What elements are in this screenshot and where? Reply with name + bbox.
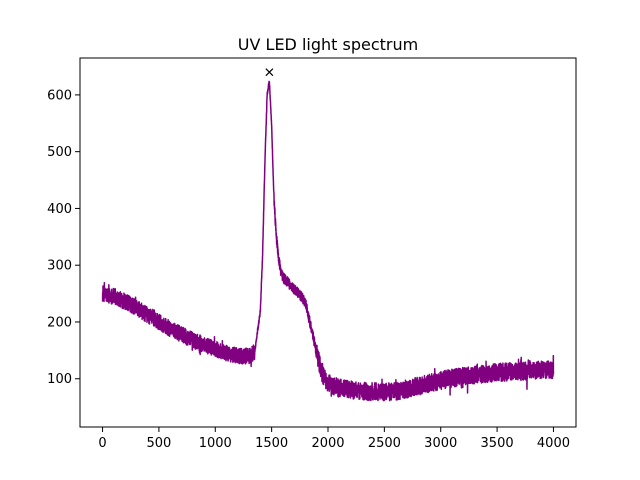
chart-title: UV LED light spectrum <box>238 35 418 54</box>
y-tick-label: 600 <box>47 88 72 103</box>
x-tick-label: 4000 <box>537 436 570 451</box>
y-tick-label: 500 <box>47 145 72 160</box>
x-tick-label: 3000 <box>424 436 457 451</box>
y-tick-label: 200 <box>47 315 72 330</box>
x-tick-label: 2500 <box>368 436 401 451</box>
x-tick-label: 0 <box>98 436 106 451</box>
y-axis: 100 200 300 400 500 600 <box>47 88 80 387</box>
x-tick-label: 1000 <box>199 436 232 451</box>
x-tick-label: 1500 <box>255 436 288 451</box>
x-axis: 0 500 1000 1500 2000 2500 3000 3500 4000 <box>98 427 570 451</box>
x-tick-label: 500 <box>146 436 171 451</box>
spectrum-line-0 <box>101 80 555 402</box>
y-tick-label: 300 <box>47 259 72 274</box>
x-tick-label: 2000 <box>311 436 344 451</box>
y-tick-label: 400 <box>47 202 72 217</box>
x-tick-label: 3500 <box>481 436 514 451</box>
peak-marker <box>265 68 274 77</box>
y-tick-label: 100 <box>47 372 72 387</box>
